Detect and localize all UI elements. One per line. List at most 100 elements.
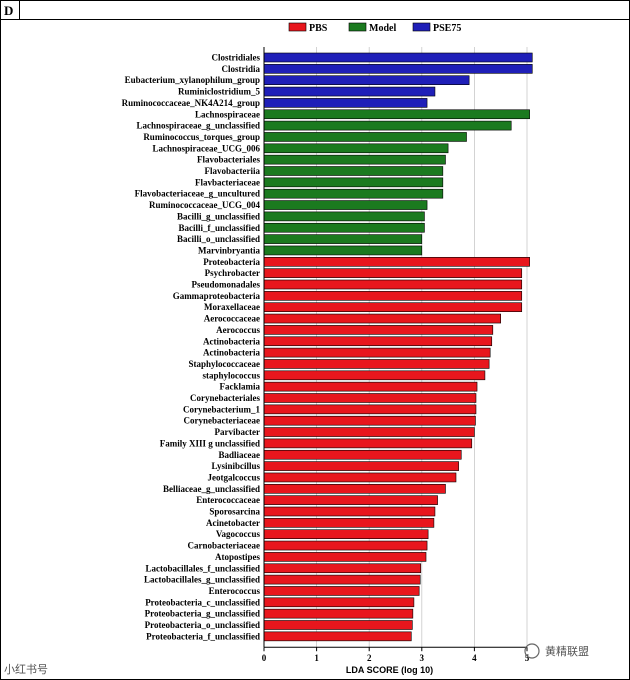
- x-tick-label-2: 2: [367, 653, 372, 663]
- category-label-parvibacter-33: Parvibacter: [215, 427, 260, 437]
- bar-parvibacter-33: [263, 427, 475, 437]
- bar-actinobacteria-25: [263, 336, 493, 347]
- bar-lysinibcillus-36: [263, 461, 459, 471]
- bar-sporosarcina-40: [263, 506, 436, 517]
- bar-staphylococcus-28: [263, 370, 486, 381]
- category-label-staphylococcaceae-27: Staphylococcaceae: [189, 359, 260, 369]
- category-label-ruminococcus-torques-group-7: Ruminococcus_torques_group: [143, 132, 260, 142]
- bar-carnobacteriaceae-43: [263, 540, 428, 551]
- category-label-lachnospiraceae-g-unclassified-6: Lachnospiraceae_g_unclassified: [136, 121, 260, 131]
- bar-psychrobacter-19: [263, 268, 523, 278]
- category-label-lachnospiraceae-ucg-006-8: Lachnospiraceae_UCG_006: [153, 143, 261, 153]
- category-label-staphylococcus-28: staphylococcus: [202, 370, 260, 380]
- category-label-flavobacteriales-9: Flavobacteriales: [197, 155, 260, 165]
- legend-label-pbs: PBS: [309, 23, 328, 34]
- category-label-ruminococcaceae-nk4a214-group-4: Ruminococcaceae_NK4A214_group: [122, 98, 260, 108]
- bar-marvinbryantia-17: [263, 245, 423, 256]
- category-label-gammaproteobacteria-21: Gammaproteobacteria: [173, 291, 261, 301]
- category-label-enterococcus-47: Enterococcus: [209, 586, 261, 596]
- bar-bacilli-g-unclassified-14: [263, 211, 425, 222]
- legend-swatch-pbs: [288, 22, 307, 32]
- category-label-clostridiales-0: Clostridiales: [212, 53, 261, 63]
- category-label-pseudomonadales-20: Pseudomonadales: [191, 280, 260, 290]
- category-label-atopostipes-44: Atopostipes: [215, 552, 261, 562]
- bar-lactobacillales-g-unclassified-46: [263, 574, 421, 585]
- bars: [263, 52, 533, 642]
- bar-clostridia-1: [263, 64, 533, 74]
- category-label-moraxellaceae-22: Moraxellaceae: [204, 302, 260, 312]
- watermark-right-text: 黄精联盟: [545, 644, 589, 658]
- legend-swatch-pse75: [412, 22, 431, 32]
- legend-label-pse75: PSE75: [433, 23, 461, 34]
- bar-ruminococcaceae-nk4a214-group-4: [263, 98, 428, 108]
- bar-corynebacteriaceae-32: [263, 415, 476, 426]
- category-label-flavobacteriia-10: Flavobacteriia: [205, 166, 261, 176]
- bar-facklamia-29: [263, 381, 478, 392]
- category-label-corynebacterium-1-31: Corynebacterium_1: [183, 404, 260, 414]
- bar-corynebacteriales-30: [263, 393, 477, 403]
- watermark-left-text: 小红书号: [4, 663, 48, 676]
- category-label-acinetobacter-41: Acinetobacter: [206, 518, 260, 528]
- category-label-bacilli-o-unclassified-16: Bacilli_o_unclassified: [177, 234, 260, 244]
- bar-pseudomonadales-20: [263, 279, 523, 290]
- category-label-aerococcus-24: Aerococcus: [216, 325, 260, 335]
- bar-jeotgalcoccus-37: [263, 472, 457, 483]
- bar-lachnospiraceae-5: [263, 109, 530, 120]
- bar-lactobacillales-f-unclassified-45: [263, 563, 422, 574]
- bar-vagococcus-42: [263, 529, 429, 540]
- bar-flavobacteriales-9: [263, 154, 446, 165]
- category-label-enterococcaceae-39: Enterococcaceae: [196, 495, 260, 505]
- category-label-lactobacillales-f-unclassified-45: Lactobacillales_f_unclassified: [146, 563, 261, 573]
- category-labels: ClostridialesClostridiaEubacterium_xylan…: [122, 53, 261, 642]
- bar-gammaproteobacteria-21: [263, 291, 523, 301]
- bar-enterococcus-47: [263, 586, 420, 596]
- x-axis: 0 1 2 3 4 5: [262, 47, 530, 663]
- x-tick-label-4: 4: [472, 653, 477, 663]
- category-label-flavbacteriaceae-11: Flavbacteriaceae: [195, 177, 260, 187]
- bar-ruminococcaceae-ucg-004-13: [263, 200, 428, 210]
- category-label-eubacterium-xylanophilum-group-2: Eubacterium_xylanophilum_group: [125, 75, 260, 85]
- bar-bacilli-f-unclassified-15: [263, 222, 425, 233]
- bar-clostridiales-0: [263, 52, 533, 63]
- category-label-badliaceae-35: Badliaceae: [219, 450, 261, 460]
- bar-moraxellaceae-22: [263, 302, 523, 313]
- x-axis-title: LDA SCORE (log 10): [346, 665, 433, 675]
- category-label-vagococcus-42: Vagococcus: [216, 529, 261, 539]
- bar-staphylococcaceae-27: [263, 359, 490, 369]
- category-label-belliaceae-g-unclassified-38: Belliaceae_g_unclassified: [163, 484, 260, 494]
- bar-proteobacteria-c-unclassified-48: [263, 597, 415, 608]
- category-label-carnobacteriaceae-43: Carnobacteriaceae: [188, 541, 260, 551]
- bar-proteobacteria-18: [263, 256, 530, 267]
- x-tick-label-3: 3: [420, 653, 425, 663]
- bar-flavobacteriaceae-g-uncultured-12: [263, 188, 444, 199]
- category-label-bacilli-g-unclassified-14: Bacilli_g_unclassified: [177, 211, 260, 221]
- category-label-sporosarcina-40: Sporosarcina: [209, 507, 260, 517]
- category-label-corynebacteriales-30: Corynebacteriales: [190, 393, 260, 403]
- bar-flavbacteriaceae-11: [263, 177, 444, 188]
- watermark-right: 黄精联盟: [524, 643, 589, 659]
- x-tick-label-0: 0: [262, 653, 267, 663]
- bar-ruminococcus-torques-group-7: [263, 132, 467, 142]
- category-label-lysinibcillus-36: Lysinibcillus: [211, 461, 260, 471]
- category-label-psychrobacter-19: Psychrobacter: [205, 268, 260, 278]
- bar-enterococcaceae-39: [263, 495, 438, 505]
- x-tick-label-5: 5: [525, 653, 530, 663]
- legend-label-model: Model: [369, 23, 396, 34]
- legend-swatch-model: [348, 22, 367, 32]
- bar-eubacterium-xylanophilum-group-2: [263, 75, 470, 85]
- bar-aerococcaceae-23: [263, 313, 501, 324]
- bar-acinetobacter-41: [263, 518, 435, 528]
- bar-proteobacteria-o-unclassified-50: [263, 620, 413, 630]
- bar-lachnospiraceae-g-unclassified-6: [263, 120, 512, 131]
- x-tick-label-1: 1: [314, 653, 319, 663]
- bar-ruminiclostridium-5-3: [263, 86, 436, 97]
- legend: PBS Model PSE75: [288, 22, 461, 34]
- bar-proteobacteria-f-unclassified-51: [263, 631, 412, 642]
- category-label-corynebacteriaceae-32: Corynebacteriaceae: [184, 416, 260, 426]
- category-label-actinobacteria-26: Actinobacteria: [203, 348, 260, 358]
- category-label-lactobacillales-g-unclassified-46: Lactobacillales_g_unclassified: [144, 575, 260, 585]
- bar-atopostipes-44: [263, 552, 427, 562]
- category-label-actinobacteria-25: Actinobacteria: [203, 336, 260, 346]
- bar-actinobacteria-26: [263, 347, 491, 358]
- category-label-lachnospiraceae-5: Lachnospiraceae: [195, 109, 260, 119]
